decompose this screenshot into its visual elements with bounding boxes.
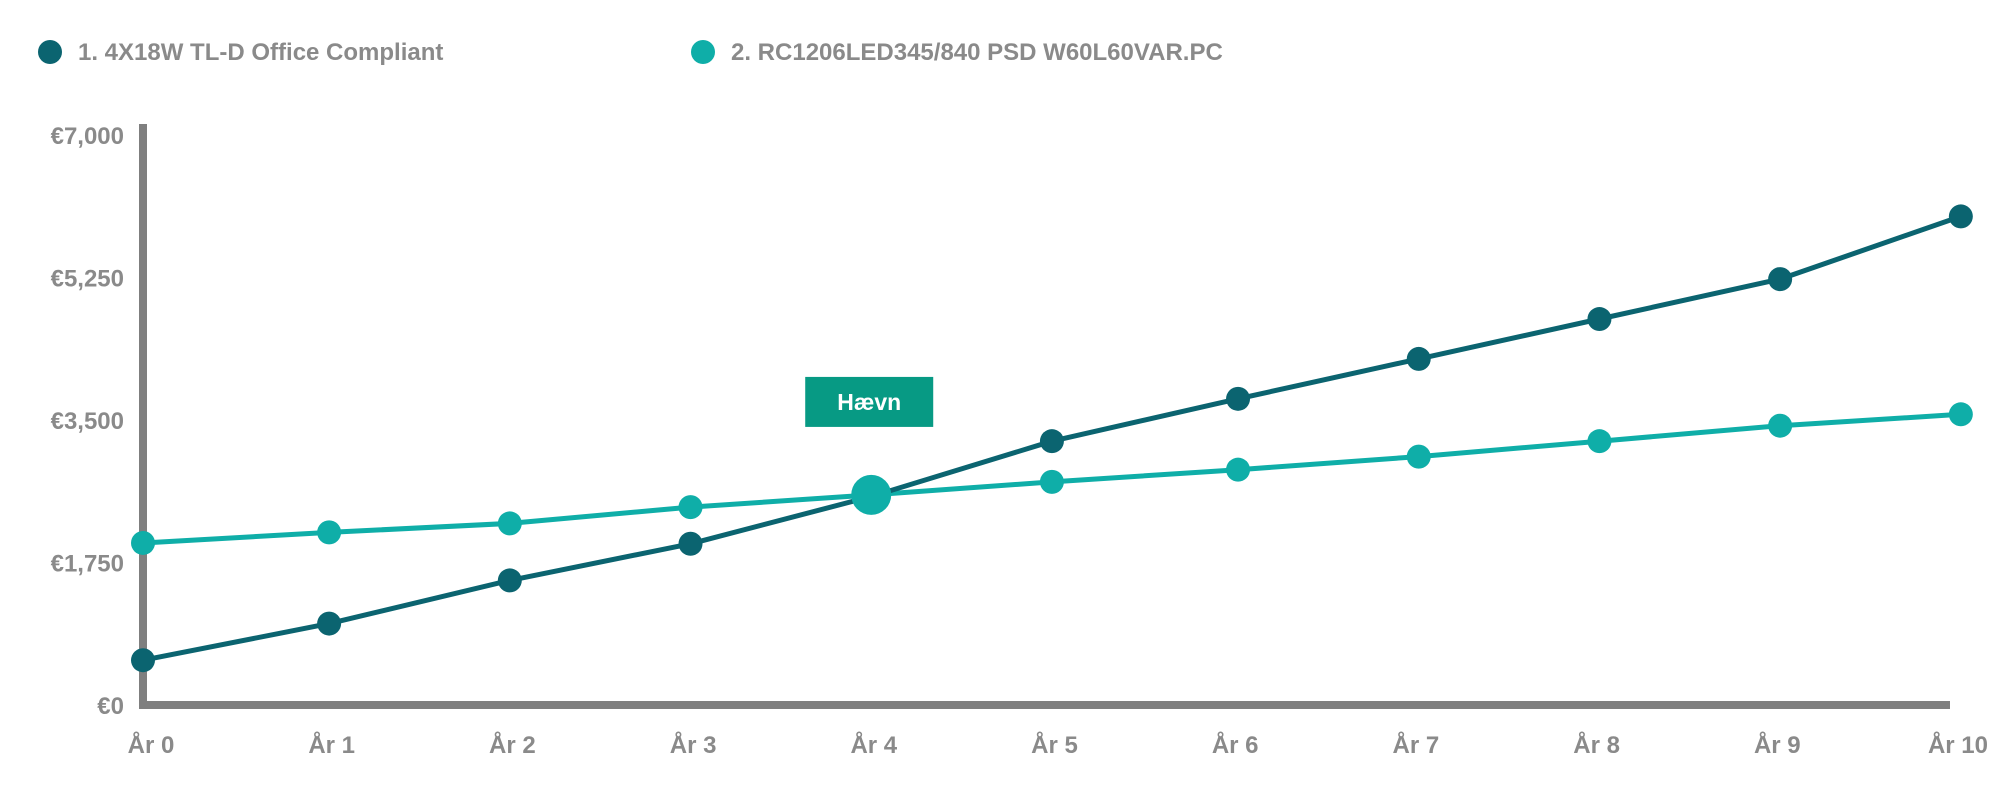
x-tick-label: År 5	[1031, 731, 1078, 759]
series-2-point	[1948, 402, 1973, 427]
x-tick-label: År 3	[670, 731, 717, 759]
series-layer	[131, 204, 1973, 673]
x-tick-label: År 4	[850, 731, 897, 759]
annotation-label: Hævn	[837, 389, 901, 415]
series-1-point	[1226, 386, 1251, 411]
legend-label-1: 1. 4X18W TL-D Office Compliant	[78, 39, 443, 66]
series-2-point	[317, 520, 342, 545]
series-1-point	[1039, 429, 1064, 454]
series-2-point	[1226, 457, 1251, 482]
series-1-point	[1768, 267, 1793, 292]
series-1-point	[131, 648, 155, 673]
legend-marker-1	[38, 40, 62, 64]
legend-label-2: 2. RC1206LED345/840 PSD W60L60VAR.PC	[731, 39, 1223, 66]
series-2-point	[1587, 429, 1612, 454]
series-2-point	[1406, 444, 1431, 469]
series-1-point	[1948, 204, 1973, 229]
legend-marker-2	[691, 40, 715, 64]
y-tick-label: €1,750	[51, 551, 124, 578]
series-1-point	[1587, 307, 1612, 332]
y-tick-label: €3,500	[51, 408, 124, 435]
series-2-point	[1039, 469, 1064, 494]
x-tick-label: År 1	[308, 731, 355, 759]
y-axis-ticks: €0 €1,750 €3,500 €5,250 €7,000	[51, 123, 124, 720]
x-axis-ticks: År 0 År 1 År 2 År 3 År 4 År 5 År 6 År 7 År 8 År 9…	[128, 731, 1988, 759]
y-tick-label: €5,250	[51, 266, 124, 293]
x-tick-label: År 0	[128, 731, 175, 759]
x-tick-label: År 2	[489, 731, 536, 759]
x-tick-label: År 6	[1212, 731, 1259, 759]
legend: 1. 4X18W TL-D Office Compliant 2. RC1206L…	[38, 39, 1223, 66]
x-tick-label: År 7	[1393, 731, 1440, 759]
series-1-point	[497, 568, 522, 593]
annotations-layer: Hævn	[805, 376, 934, 515]
y-tick-label: €0	[97, 693, 124, 720]
y-tick-label: €7,000	[51, 123, 124, 150]
x-tick-label: År 9	[1754, 731, 1801, 759]
x-tick-label: År 8	[1573, 731, 1620, 759]
series-2-point	[1768, 413, 1793, 438]
series-2-point	[131, 530, 155, 555]
annotation-box	[805, 376, 934, 427]
axes	[139, 124, 1950, 709]
x-tick-label: År 10	[1928, 731, 1988, 759]
series-1-point	[1406, 346, 1431, 371]
series-1-point	[317, 611, 342, 636]
break-even-marker	[851, 474, 892, 515]
series-2-point	[678, 495, 703, 520]
series-1-point	[678, 531, 703, 556]
series-2-point	[497, 511, 522, 536]
